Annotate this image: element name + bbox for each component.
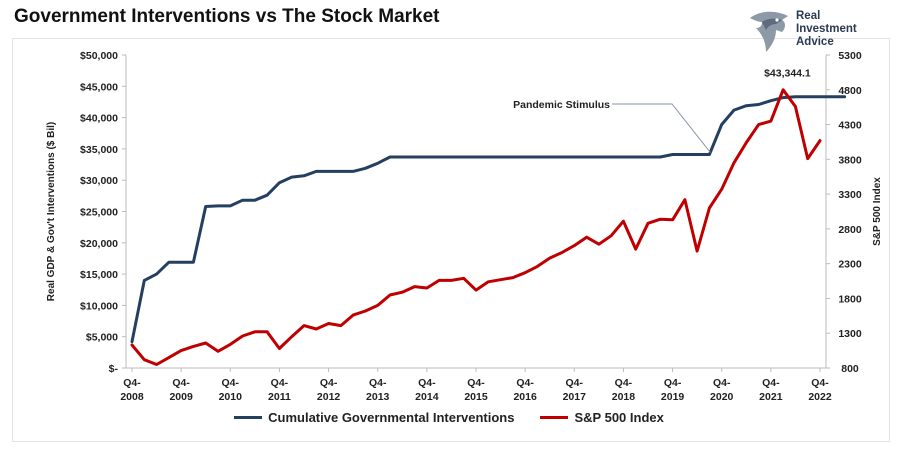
right-tick-label: 800 xyxy=(841,363,859,375)
x-tick-label: 2012 xyxy=(317,391,341,403)
x-tick-label: 2015 xyxy=(464,391,488,403)
right-tick-label: 4300 xyxy=(838,120,862,132)
logo-line-2: Investment xyxy=(796,23,857,35)
left-tick-label: $25,000 xyxy=(80,207,118,219)
chart-frame xyxy=(12,38,890,442)
x-tick-label: 2022 xyxy=(808,391,832,403)
x-tick-label: Q4- xyxy=(811,377,829,389)
logo-text: Real Investment Advice xyxy=(796,10,857,49)
legend-swatch-sp500 xyxy=(540,416,569,419)
x-tick-label: 2019 xyxy=(661,391,685,403)
x-tick-label: Q4- xyxy=(467,377,485,389)
logo: Real Investment Advice xyxy=(744,6,894,56)
right-tick-label: 2300 xyxy=(838,259,862,271)
x-tick-label: 2011 xyxy=(268,391,291,403)
left-tick-label: $45,000 xyxy=(80,81,118,93)
right-tick-label: 5300 xyxy=(838,50,862,62)
x-tick-label: Q4- xyxy=(222,377,240,389)
legend-label-sp500: S&P 500 Index xyxy=(574,410,664,425)
y-axis-label-left: Real GDP & Gov't Interventions ($ Bil) xyxy=(46,122,57,301)
left-tick-label: $- xyxy=(109,363,119,375)
logo-line-1: Real xyxy=(796,10,821,22)
x-tick-label: Q4- xyxy=(615,377,633,389)
series-layer xyxy=(130,88,847,366)
x-tick-label: 2009 xyxy=(169,391,193,403)
left-tick-label: $35,000 xyxy=(80,144,118,156)
x-tick-label: 2016 xyxy=(513,391,537,403)
left-tick-label: $5,000 xyxy=(86,332,118,344)
x-tick-label: 2017 xyxy=(563,391,587,403)
page-title: Government Interventions vs The Stock Ma… xyxy=(14,6,440,27)
eagle-icon xyxy=(750,11,788,53)
x-tick-label: 2021 xyxy=(759,391,783,403)
left-tick-label: $15,000 xyxy=(80,269,118,281)
series-line-interventions xyxy=(130,95,847,344)
x-tick-label: Q4- xyxy=(172,377,190,389)
right-tick-label: 1800 xyxy=(838,293,862,305)
right-tick-label: 4800 xyxy=(838,85,862,97)
right-axis: 800 1300 1800 2300 2800 3300 3800 4300 4800 5300 xyxy=(825,50,862,375)
pandemic-stimulus-leader-line xyxy=(612,103,711,153)
legend-swatch-interventions xyxy=(234,416,263,419)
x-tick-label: 2010 xyxy=(219,391,243,403)
pandemic-stimulus-label: Pandemic Stimulus xyxy=(513,99,610,111)
series-line-sp500 xyxy=(130,88,822,366)
right-tick-label: 3300 xyxy=(838,189,862,201)
x-tick-label: Q4- xyxy=(418,377,436,389)
legend-item-sp500: S&P 500 Index xyxy=(540,410,664,425)
legend-label-interventions: Cumulative Governmental Interventions xyxy=(268,410,515,425)
left-tick-label: $10,000 xyxy=(80,300,118,312)
x-tick-label: Q4- xyxy=(566,377,584,389)
x-tick-label: 2014 xyxy=(415,391,439,403)
left-tick-label: $20,000 xyxy=(80,238,118,250)
x-tick-label: Q4- xyxy=(320,377,338,389)
x-tick-label: 2008 xyxy=(120,391,144,403)
x-tick-label: 2018 xyxy=(612,391,636,403)
left-tick-label: $50,000 xyxy=(80,50,118,62)
logo-line-3: Advice xyxy=(796,36,834,48)
x-tick-label: Q4- xyxy=(271,377,289,389)
x-tick-label: Q4- xyxy=(123,377,141,389)
left-tick-label: $30,000 xyxy=(80,175,118,187)
left-axis: $- $5,000 $10,000 $15,000 $20,000 $25,000 $30,… xyxy=(80,50,127,375)
x-tick-label: Q4- xyxy=(664,377,682,389)
x-tick-label: Q4- xyxy=(762,377,780,389)
x-tick-label: Q4- xyxy=(369,377,387,389)
legend: Cumulative Governmental Interventions S&… xyxy=(0,410,898,425)
peak-value-label: $43,344.1 xyxy=(764,68,811,80)
annotation-layer: $43,344.1 Pandemic Stimulus xyxy=(513,68,811,153)
right-tick-label: 3800 xyxy=(838,154,862,166)
x-tick-label: 2020 xyxy=(710,391,734,403)
x-tick-label: Q4- xyxy=(713,377,731,389)
legend-item-interventions: Cumulative Governmental Interventions xyxy=(234,410,514,425)
x-tick-label: 2013 xyxy=(366,391,390,403)
right-tick-label: 2800 xyxy=(838,224,862,236)
right-tick-label: 1300 xyxy=(838,328,862,340)
x-axis: Q4- 2008 Q4- 2009 Q4- 2010 Q4- 2011 Q4- 2012 Q4- 20… xyxy=(120,367,832,403)
x-tick-label: Q4- xyxy=(516,377,534,389)
left-tick-label: $40,000 xyxy=(80,113,118,125)
y-axis-label-right: S&P 500 Index xyxy=(872,177,883,246)
